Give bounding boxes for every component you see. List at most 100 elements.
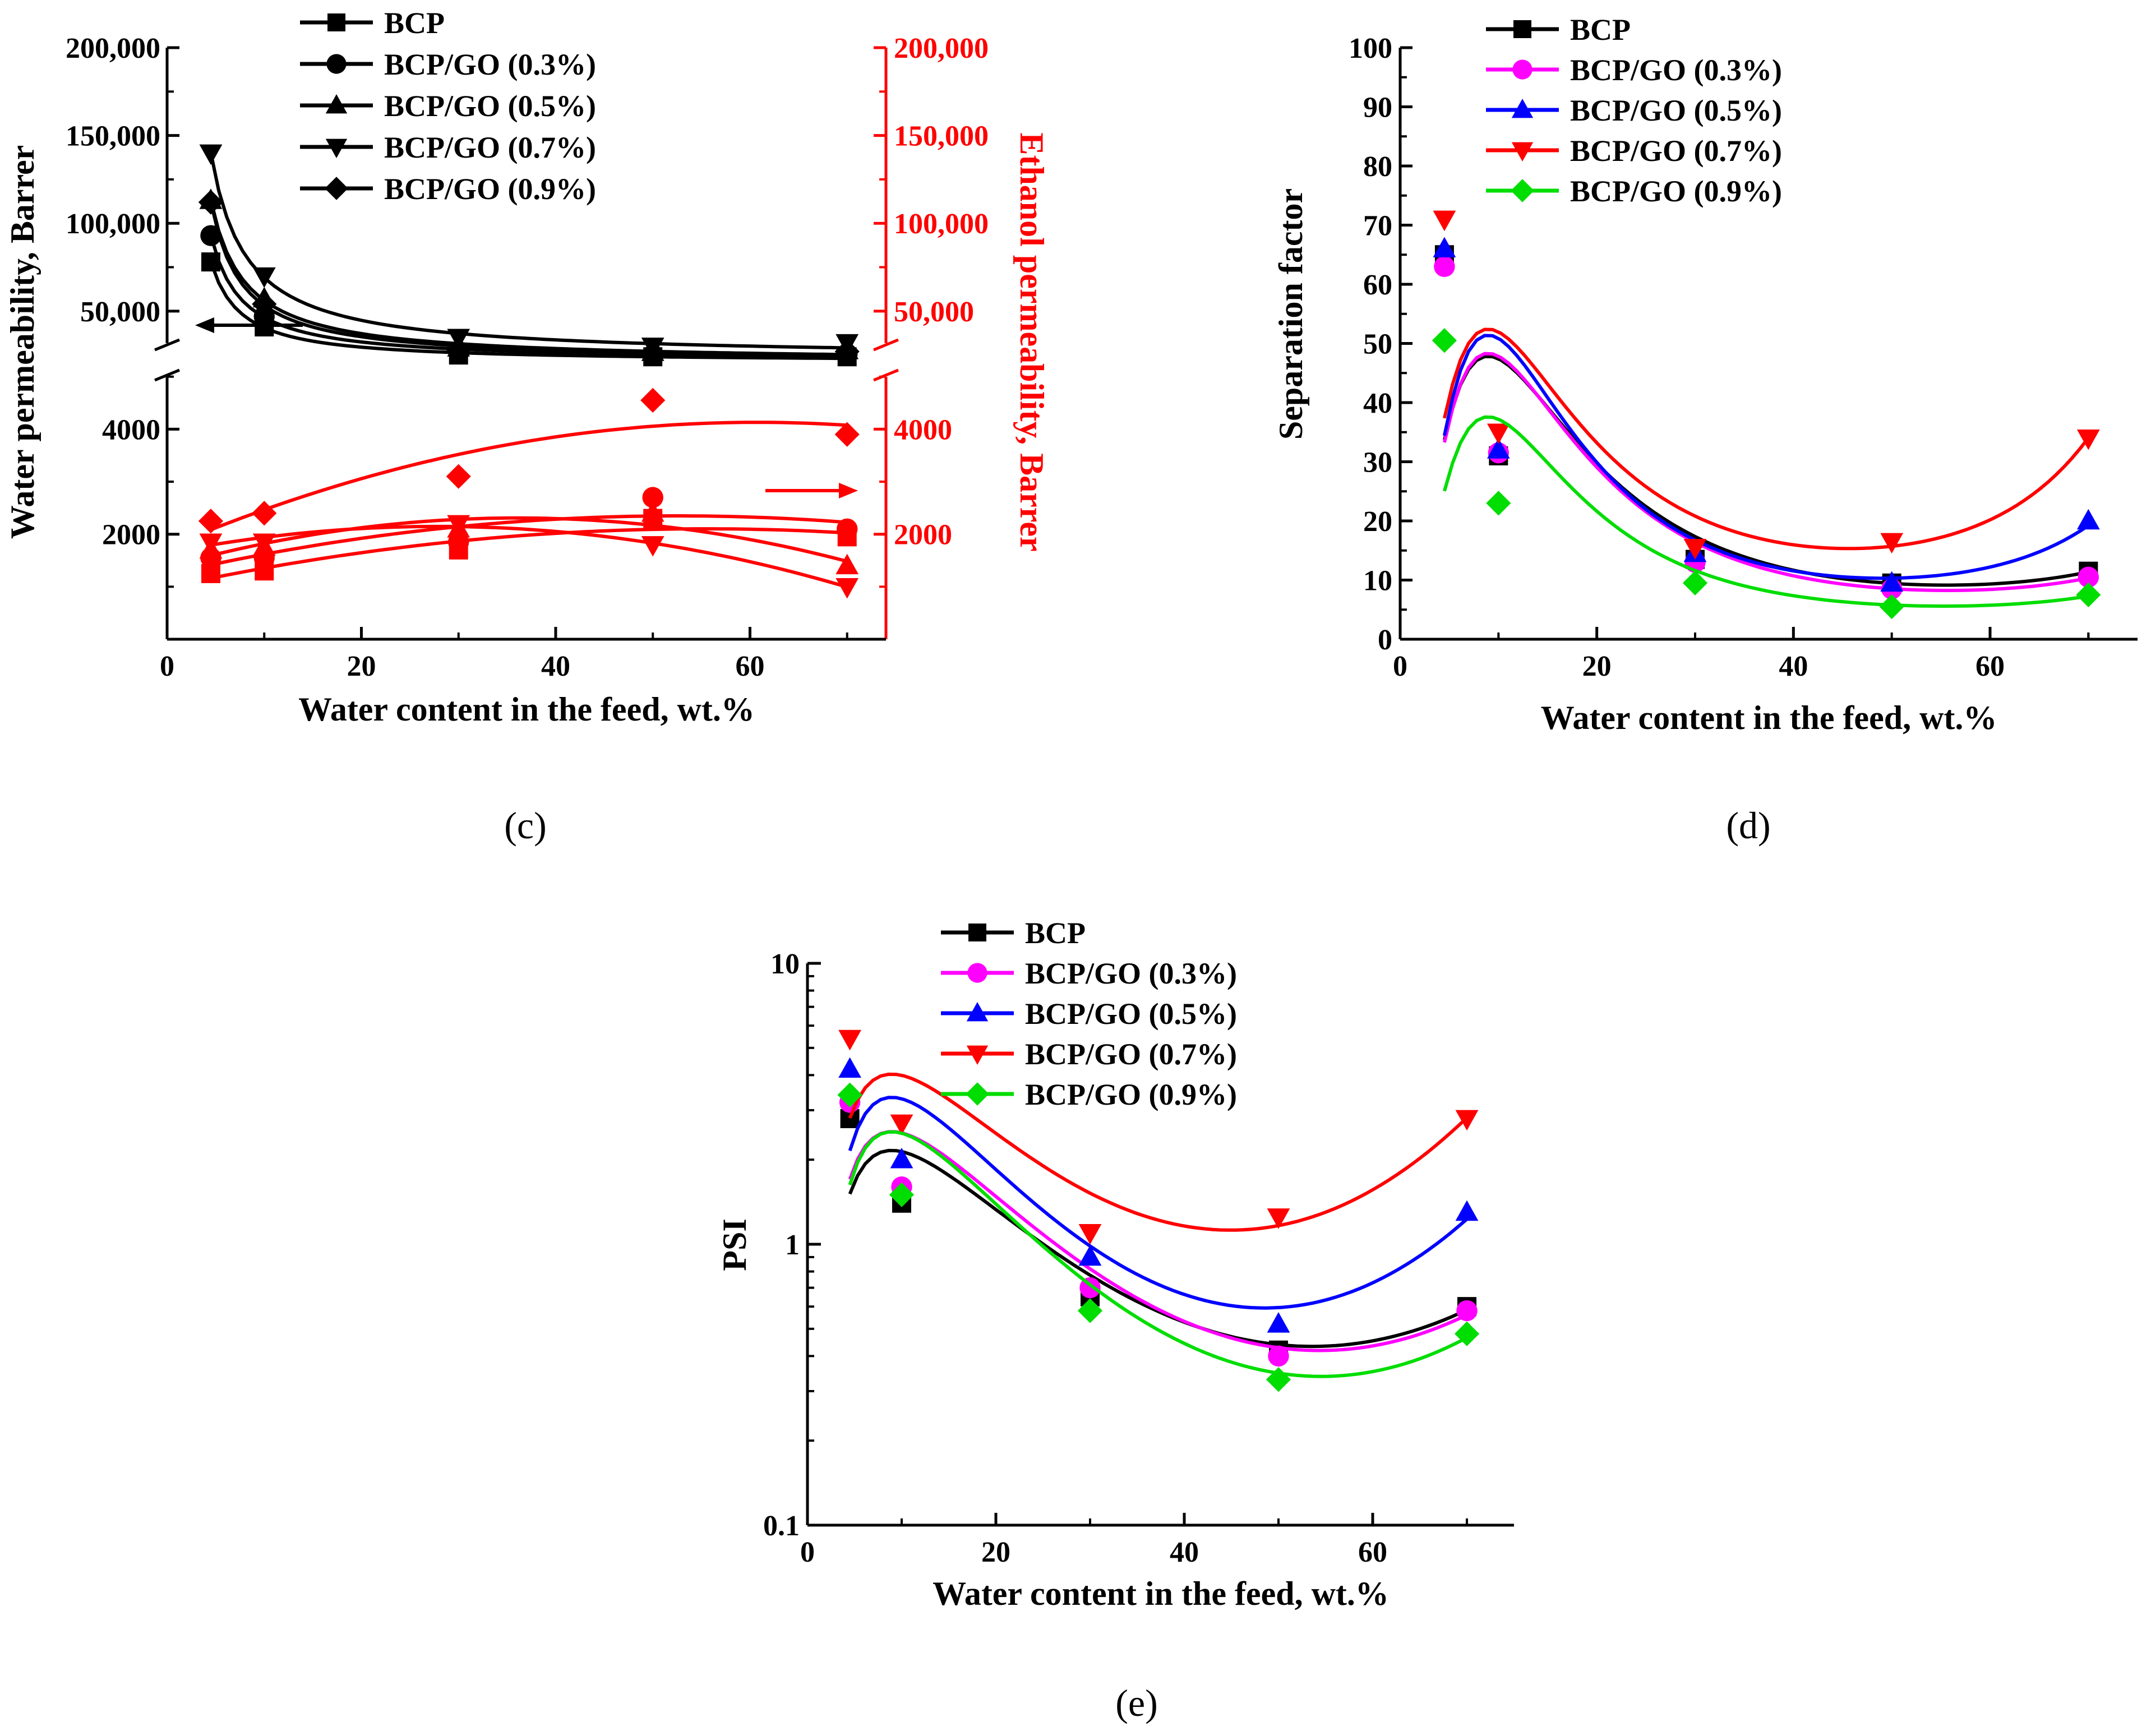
ethanol-data-point (641, 536, 664, 557)
y-left-tick-label: 4000 (102, 414, 160, 446)
water-data-point (198, 190, 224, 215)
y-tick-label: 50 (1363, 329, 1392, 361)
legend-marker (1511, 142, 1534, 161)
arrow-right-head (839, 483, 858, 498)
water-series-curve (209, 152, 847, 350)
data-point (1433, 237, 1456, 257)
data-point (1268, 1345, 1289, 1367)
data-point (838, 1029, 861, 1051)
data-point (1487, 438, 1510, 459)
y2-axis-title: Ethanol permeability, Barrer (1013, 132, 1050, 551)
data-point (1455, 1200, 1479, 1221)
legend-label: BCP/GO (0.5%) (1570, 94, 1782, 127)
y-left-tick-label: 200,000 (66, 33, 160, 64)
ethanol-series-curve (210, 514, 847, 567)
y-tick-label: 20 (1363, 506, 1392, 538)
data-point (1078, 1223, 1102, 1245)
legend-label: BCP (384, 6, 445, 40)
ethanol-data-point (836, 553, 859, 575)
ethanol-data-point (837, 518, 858, 540)
data-point (1434, 256, 1455, 278)
y-right-tick-label: 4000 (894, 414, 952, 446)
legend-marker (966, 1045, 989, 1065)
y-tick-label: 100 (1349, 33, 1392, 64)
data-point (1880, 571, 1904, 592)
legend-label: BCP/GO (0.9%) (1570, 174, 1782, 208)
y-tick-label: 1 (785, 1229, 800, 1261)
x-axis-title: Water content in the feed, wt.% (1541, 699, 1997, 736)
y-tick-label: 0.1 (763, 1510, 800, 1542)
data-point (837, 1082, 862, 1107)
water-data-point (252, 267, 276, 288)
x-tick-label: 0 (800, 1536, 815, 1568)
series-curve (1442, 334, 2089, 580)
x-tick-label: 20 (981, 1536, 1010, 1568)
data-point (1267, 1312, 1290, 1333)
water-series-curve (209, 201, 847, 357)
ethanol-series-curve (210, 516, 848, 564)
data-point (1432, 328, 1457, 353)
data-point (1454, 1321, 1480, 1346)
series-curve (848, 1096, 1468, 1310)
legend-marker (968, 924, 986, 941)
series-curve (848, 1148, 1468, 1349)
legend-marker (1511, 99, 1534, 118)
data-point (2076, 509, 2100, 530)
ethanol-series-curve (210, 527, 847, 580)
legend-marker (1511, 179, 1534, 202)
legend-marker (326, 54, 347, 74)
series-curve (1442, 327, 2090, 551)
panel-d-chart: 0 20 40 60 0 10 20 30 40 50 60 70 80 90 100 Water conte… (1272, 13, 2138, 736)
y-right-tick-label: 50,000 (894, 296, 974, 328)
x-tick-label: 0 (1393, 650, 1407, 682)
x-axis-title: Water content in the feed, wt.% (298, 691, 755, 728)
data-point (1880, 533, 1904, 554)
ethanol-data-point (640, 387, 666, 413)
legend-label: BCP/GO (0.3%) (1025, 957, 1237, 990)
legend-label: BCP (1570, 13, 1631, 47)
y-right-tick-label: 2000 (894, 519, 952, 551)
data-point (1266, 1367, 1291, 1392)
y-tick-label: 90 (1363, 92, 1392, 124)
y-tick-label: 60 (1363, 269, 1392, 301)
y-right-tick-label: 200,000 (894, 33, 989, 64)
panel-c-chart: 0 20 40 60 50,000 50,000 100,000 100,000 150,000… (4, 6, 1050, 728)
y-left-tick-label: 100,000 (66, 208, 160, 240)
series-curve (848, 1072, 1469, 1232)
x-axis-title: Water content in the feed, wt.% (933, 1575, 1389, 1612)
y-right-tick-label: 100,000 (894, 208, 989, 240)
ethanol-data-point (252, 501, 277, 526)
legend-label: BCP/GO (0.9%) (384, 172, 596, 206)
y-left-tick-label: 150,000 (66, 121, 160, 153)
panel-label-e: (e) (1115, 1682, 1157, 1724)
data-point (890, 1147, 913, 1169)
data-point (1486, 491, 1511, 516)
ethanol-data-point (836, 578, 859, 599)
water-data-point (446, 337, 471, 362)
x-tick-label: 20 (1582, 650, 1612, 682)
data-point (1267, 1208, 1290, 1229)
ethanol-data-point (252, 533, 276, 554)
data-point (2076, 582, 2101, 607)
ethanol-series-curve (210, 524, 848, 589)
water-data-point (199, 144, 223, 165)
panel-label-c: (c) (504, 804, 546, 847)
ethanol-series-curve (210, 421, 847, 532)
series-curve (848, 1130, 1468, 1352)
data-point (1879, 594, 1904, 620)
axis-break-mark (873, 368, 899, 382)
legend-marker (1512, 59, 1533, 80)
legend-label: BCP/GO (0.3%) (384, 48, 596, 81)
series-curve (1443, 415, 2089, 608)
legend-marker (327, 13, 345, 31)
y-right-tick-label: 150,000 (894, 121, 989, 153)
ethanol-data-point (198, 509, 224, 534)
y-tick-label: 40 (1363, 387, 1392, 419)
y-axis-title: Water permeability, Barrer (4, 145, 41, 539)
y-axis-title: PSI (716, 1218, 753, 1271)
legend-marker (966, 1002, 989, 1022)
water-data-point (252, 292, 277, 317)
x-tick-label: 60 (735, 650, 764, 682)
ethanol-data-point (641, 501, 664, 522)
y-left-tick-label: 50,000 (80, 296, 160, 328)
